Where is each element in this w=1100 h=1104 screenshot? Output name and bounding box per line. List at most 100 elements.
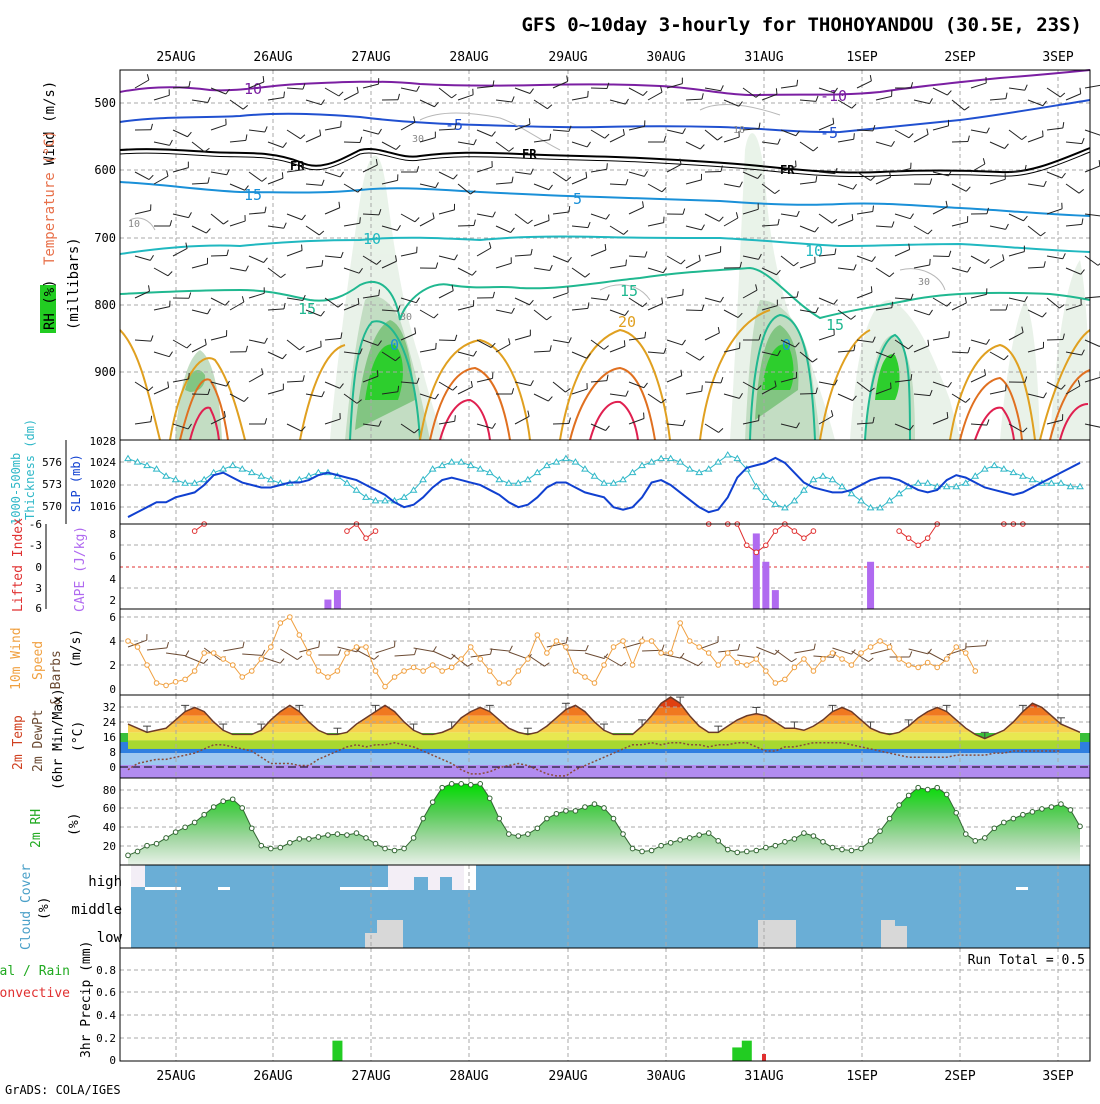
precip-tick: 0.8: [96, 964, 116, 977]
cape-bar: [753, 533, 760, 609]
upper-barb: [895, 214, 910, 219]
upper-barb-feather: [588, 222, 590, 228]
top-date-label: 28AUG: [449, 50, 488, 65]
upper-barb: [135, 422, 151, 424]
upper-barb-feather: [547, 105, 551, 109]
upper-barb-feather: [985, 369, 986, 375]
upper-barb-feather: [968, 136, 969, 142]
upper-barb: [990, 226, 1006, 229]
upper-barb-feather: [1041, 232, 1046, 236]
contour-label: -5: [820, 124, 838, 142]
upper-barb-feather: [170, 140, 173, 145]
thickness-point: [772, 501, 778, 506]
cloud-gap: [414, 865, 428, 877]
upper-barb-feather: [493, 292, 495, 298]
upper-wind-barbs: [135, 74, 1100, 433]
rh2m-point: [602, 806, 607, 811]
wind10-point: [925, 660, 930, 665]
upper-barb: [306, 184, 322, 185]
upper-barb: [553, 293, 568, 298]
rh2m-point: [1078, 824, 1083, 829]
upper-barb: [990, 260, 1004, 268]
upper-barb: [401, 253, 417, 256]
wind10-point: [402, 669, 407, 674]
upper-barb: [724, 184, 740, 187]
pressure-tick: 600: [94, 163, 116, 177]
rh2m-point: [411, 836, 416, 841]
upper-barb-feather: [569, 418, 570, 424]
wind10-panel-frame: [120, 609, 1090, 695]
upper-panel-frame: [120, 70, 1090, 440]
temp-tick: 0: [109, 761, 116, 774]
upper-barb: [895, 130, 909, 138]
wind10-point: [373, 669, 378, 674]
axis-label-rh: RH (%): [42, 279, 58, 330]
upper-barb-feather: [889, 273, 893, 277]
upper-barb: [1009, 252, 1024, 256]
upper-barb-feather: [700, 356, 704, 360]
contour-label: 20: [618, 313, 636, 331]
upper-barb-feather: [1042, 313, 1046, 317]
upper-barb-feather: [702, 225, 705, 230]
bottom-date-label: 31AUG: [744, 1069, 783, 1084]
upper-barb-feather: [566, 177, 571, 181]
upper-barb: [648, 268, 663, 273]
wind10-barb-feather: [814, 644, 815, 650]
contour-label: -10: [235, 80, 262, 98]
upper-barb-feather: [189, 212, 192, 217]
precip-bars: [332, 1041, 751, 1061]
top-date-label: 1SEP: [846, 50, 877, 65]
wind10-barb-feather: [415, 649, 417, 655]
upper-barb-feather: [1022, 136, 1027, 140]
lifted-index-point: [792, 529, 797, 534]
upper-barb: [325, 127, 341, 130]
wind-tick: 2: [109, 659, 116, 672]
upper-barb: [287, 88, 303, 89]
upper-barb-feather: [949, 251, 951, 257]
wind10-barb-feather: [910, 651, 912, 657]
contour-label: 15: [244, 186, 262, 204]
cloud-gap: [340, 887, 388, 890]
upper-y-labels: Wind (m/s) Temperature (°C) (millibars) …: [40, 81, 82, 333]
upper-barb: [610, 184, 626, 185]
upper-barb: [553, 423, 569, 424]
upper-barb-feather: [281, 274, 286, 278]
upper-barb: [458, 387, 472, 394]
wind10-barb: [928, 652, 946, 661]
upper-barb: [895, 249, 910, 256]
upper-barb: [306, 100, 321, 105]
rh2m-point: [1030, 810, 1035, 815]
upper-barb-feather: [168, 271, 172, 275]
upper-barb: [154, 176, 168, 184]
upper-barb: [1009, 298, 1025, 302]
rh2m-point: [1002, 820, 1007, 825]
rh2m-point: [773, 843, 778, 848]
upper-barb: [458, 225, 474, 226]
wind10-point: [307, 651, 312, 656]
upper-barb-feather: [283, 143, 286, 148]
upper-barb-feather: [702, 93, 703, 99]
upper-barb: [952, 184, 966, 191]
cloud-low: [881, 920, 895, 948]
rh2m-point: [535, 826, 540, 831]
upper-barb-feather: [1044, 393, 1047, 398]
rh2m-point: [211, 805, 216, 810]
wind10-point: [487, 669, 492, 674]
slp-tick: 1024: [90, 456, 117, 469]
precip-bar: [732, 1047, 742, 1061]
wind10-ticks: 6 4 2 0: [109, 611, 116, 696]
wind10-point: [802, 657, 807, 662]
thickness-tick: 576: [42, 456, 62, 469]
upper-barb: [1047, 339, 1063, 340]
upper-barb: [572, 97, 588, 100]
upper-barb: [458, 306, 474, 310]
upper-barb: [800, 393, 816, 394]
upper-barb: [819, 298, 834, 304]
upper-barb-feather: [683, 209, 685, 215]
upper-barb: [192, 264, 207, 268]
upper-barb-feather: [322, 260, 323, 266]
upper-barb-feather: [302, 215, 306, 220]
upper-barb: [325, 172, 340, 177]
bottom-date-label: 25AUG: [156, 1069, 195, 1084]
